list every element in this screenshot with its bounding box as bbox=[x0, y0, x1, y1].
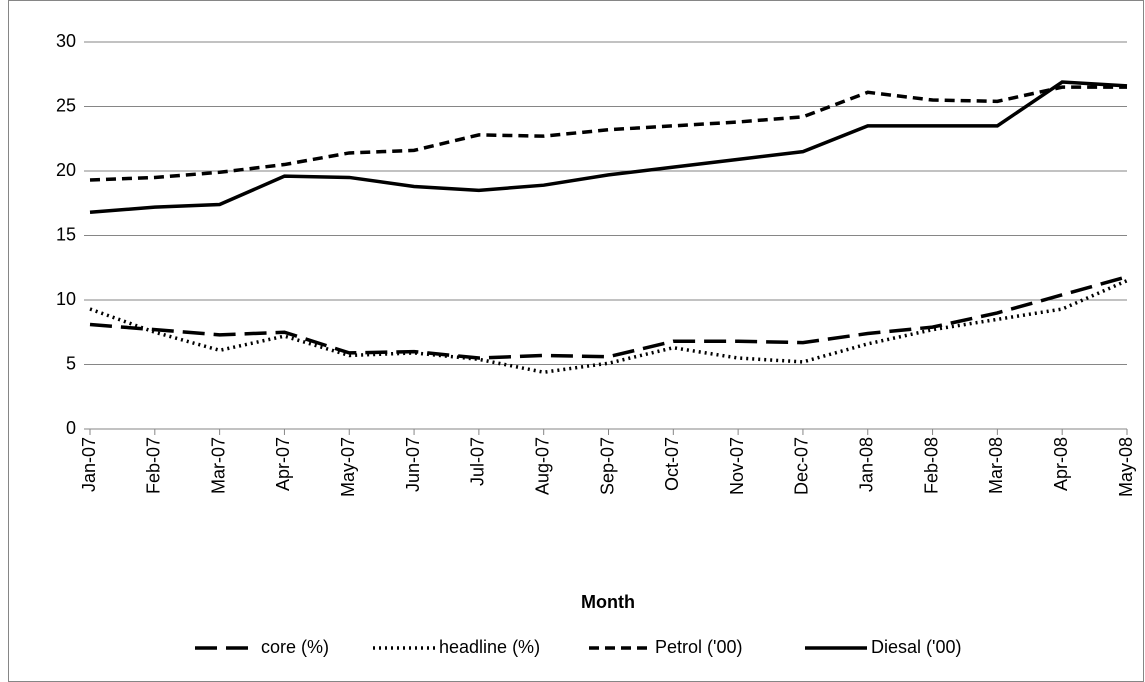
x-tick-label: Mar-07 bbox=[208, 437, 228, 494]
x-tick-label: Jan-07 bbox=[79, 437, 99, 492]
x-tick-label: Oct-07 bbox=[662, 437, 682, 491]
y-tick-label: 5 bbox=[66, 353, 76, 373]
x-tick-label: Feb-07 bbox=[144, 437, 164, 494]
x-tick-label: May-08 bbox=[1116, 437, 1136, 497]
y-tick-label: 25 bbox=[56, 95, 76, 115]
series-line bbox=[89, 85, 1127, 182]
legend-label: core (%) bbox=[261, 637, 329, 657]
y-tick-label: 15 bbox=[56, 224, 76, 244]
series-line bbox=[89, 275, 1128, 360]
x-tick-label: Jun-07 bbox=[403, 437, 423, 492]
y-tick-label: 0 bbox=[66, 418, 76, 438]
x-tick-label: Jan-08 bbox=[857, 437, 877, 492]
x-tick-label: Aug-07 bbox=[532, 437, 552, 495]
x-tick-label: Dec-07 bbox=[792, 437, 812, 495]
x-tick-label: Jul-07 bbox=[468, 437, 488, 486]
x-tick-label: Sep-07 bbox=[597, 437, 617, 495]
x-tick-label: Apr-08 bbox=[1051, 437, 1071, 491]
legend-label: Diesal ('00) bbox=[871, 637, 961, 657]
legend-label: headline (%) bbox=[439, 637, 540, 657]
x-tick-label: May-07 bbox=[338, 437, 358, 497]
y-tick-label: 10 bbox=[56, 289, 76, 309]
y-tick-label: 20 bbox=[56, 160, 76, 180]
x-tick-label: Mar-08 bbox=[986, 437, 1006, 494]
x-tick-label: Nov-07 bbox=[727, 437, 747, 495]
x-tick-label: Feb-08 bbox=[921, 437, 941, 494]
x-tick-label: Apr-07 bbox=[273, 437, 293, 491]
series-line bbox=[89, 80, 1128, 215]
legend-label: Petrol ('00) bbox=[655, 637, 742, 657]
y-tick-label: 30 bbox=[56, 31, 76, 51]
x-axis-title: Month bbox=[581, 592, 635, 612]
series-line bbox=[89, 279, 1128, 375]
chart-frame bbox=[8, 0, 1144, 682]
